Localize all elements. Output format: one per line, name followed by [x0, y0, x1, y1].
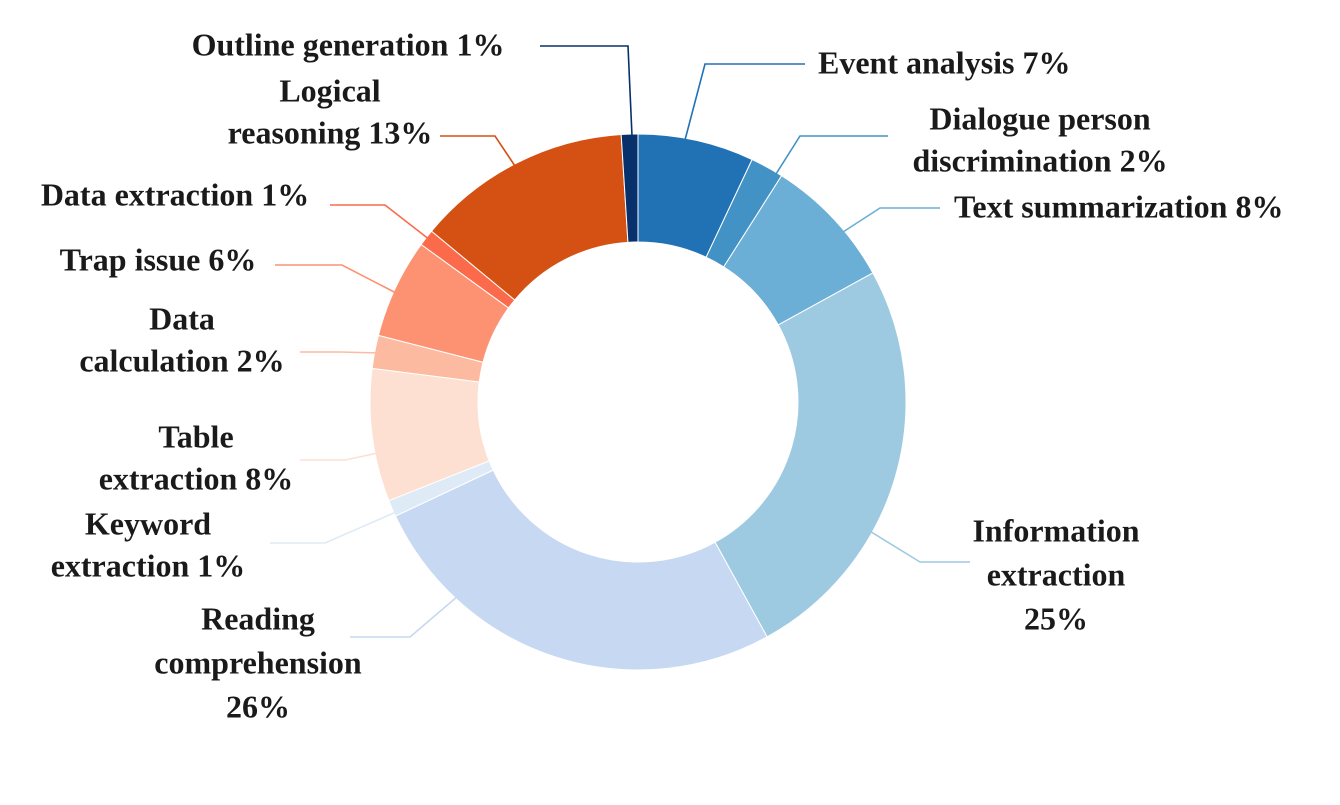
label-dialogue-person-discrimination: Dialogue person discrimination 2% [912, 100, 1167, 178]
label-line: extraction 8% [99, 460, 294, 496]
label-line: extraction 1% [51, 547, 246, 583]
label-logical-reasoning: Logical reasoning 13% [228, 72, 433, 150]
leader-table-extraction [300, 451, 384, 461]
label-information-extraction: Information extraction 25% [972, 512, 1139, 636]
slice-information-extraction [714, 272, 907, 638]
leader-reading-comprehension [350, 595, 459, 638]
leader-data-extraction [330, 204, 431, 241]
label-line: reasoning 13% [228, 114, 433, 150]
label-outline-generation: Outline generation 1% [192, 26, 505, 62]
leader-trap-issue [275, 264, 399, 295]
label-text-summarization: Text summarization 8% [954, 188, 1283, 224]
label-table-extraction: Table extraction 8% [99, 418, 294, 496]
label-line: discrimination 2% [912, 142, 1167, 178]
label-line: Logical [279, 72, 380, 108]
label-line: Event analysis 7% [818, 44, 1070, 80]
leader-lines [270, 45, 970, 638]
leader-text-summarization [842, 207, 940, 233]
slice-labels: Event analysis 7% Dialogue person discrimi… [41, 26, 1284, 724]
label-line: Text summarization 8% [954, 188, 1283, 224]
label-data-calculation: Data calculation 2% [79, 300, 284, 378]
slice-reading-comprehension [394, 469, 768, 671]
label-line: Data extraction 1% [41, 176, 309, 212]
label-line: 26% [226, 688, 290, 724]
label-line: extraction [987, 556, 1126, 592]
label-keyword-extraction: Keyword extraction 1% [51, 505, 246, 583]
leader-outline-generation [540, 45, 633, 137]
label-line: Dialogue person [929, 100, 1151, 136]
slice-outline-generation [620, 133, 639, 243]
label-line: calculation 2% [79, 342, 284, 378]
label-line: Outline generation 1% [192, 26, 505, 62]
label-line: comprehension [154, 644, 362, 680]
label-line: Information [972, 512, 1139, 548]
label-line: 25% [1024, 600, 1088, 636]
label-trap-issue: Trap issue 6% [60, 241, 257, 277]
leader-event-analysis [684, 63, 805, 141]
label-data-extraction: Data extraction 1% [41, 176, 309, 212]
label-reading-comprehension: Reading comprehension 26% [154, 600, 362, 724]
label-line: Data [149, 300, 215, 336]
donut-slices [369, 133, 907, 671]
leader-keyword-extraction [270, 511, 397, 544]
label-line: Trap issue 6% [60, 241, 257, 277]
leader-data-calculation [300, 351, 381, 354]
leader-information-extraction [867, 529, 970, 563]
label-line: Reading [201, 600, 315, 636]
label-line: Table [158, 418, 233, 454]
leader-dialogue-person-discrimination [775, 135, 888, 175]
label-line: Keyword [85, 505, 211, 541]
leader-logical-reasoning [440, 135, 516, 167]
label-event-analysis: Event analysis 7% [818, 44, 1070, 80]
